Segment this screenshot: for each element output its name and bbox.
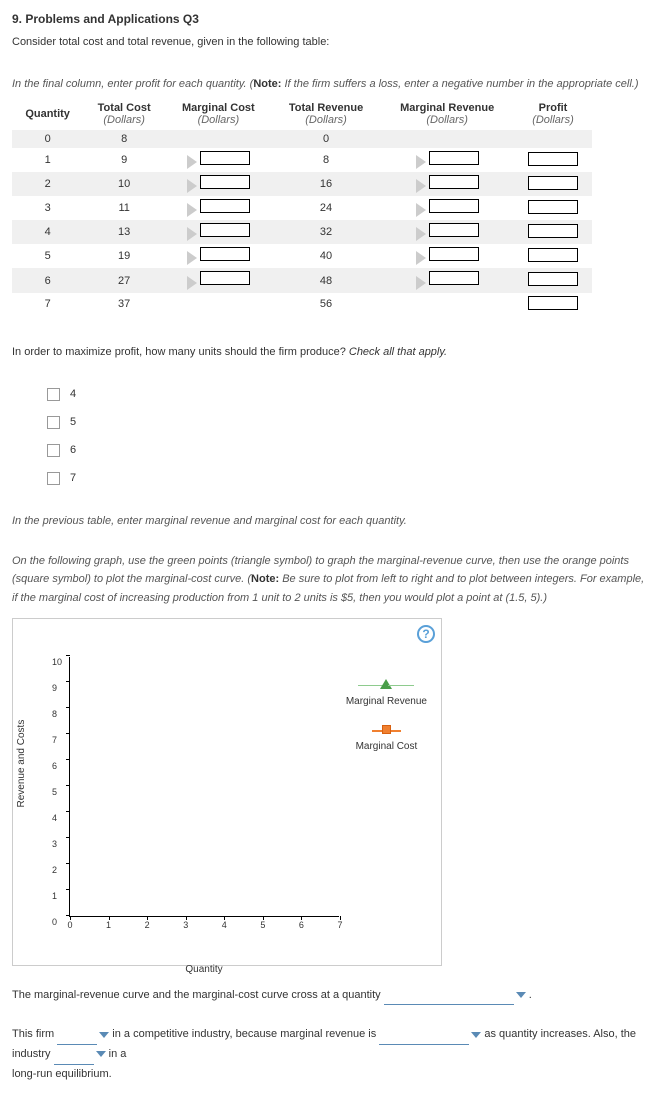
wedge-icon: [416, 251, 426, 265]
mc-input[interactable]: [200, 271, 250, 285]
th-tr: Total Revenue(Dollars): [272, 98, 381, 130]
dropdown-firm[interactable]: [57, 1033, 97, 1045]
legend-mc[interactable]: Marginal Cost: [346, 725, 427, 752]
wedge-icon: [187, 251, 197, 265]
checkbox-list: 4 5 6 7: [47, 388, 652, 485]
th-mc: Marginal Cost(Dollars): [165, 98, 272, 130]
profit-input[interactable]: [528, 176, 578, 190]
y-tick: 2: [52, 865, 57, 875]
y-tick: 4: [52, 813, 57, 823]
fill-blank-1: The marginal-revenue curve and the margi…: [12, 986, 652, 1006]
th-mr: Marginal Revenue(Dollars): [380, 98, 514, 130]
wedge-icon: [416, 155, 426, 169]
profit-input[interactable]: [528, 200, 578, 214]
checkbox-label: 7: [70, 472, 76, 484]
dropdown-industry[interactable]: [54, 1053, 94, 1065]
y-tick: 1: [52, 891, 57, 901]
y-tick: 6: [52, 761, 57, 771]
table-row: 413 32: [12, 220, 592, 244]
profit-input[interactable]: [528, 248, 578, 262]
prompt-text: Consider total cost and total revenue, g…: [12, 36, 652, 48]
y-tick: 5: [52, 787, 57, 797]
y-tick: 10: [52, 657, 62, 667]
wedge-icon: [416, 203, 426, 217]
chevron-down-icon[interactable]: [471, 1032, 481, 1038]
question-maximize: In order to maximize profit, how many un…: [12, 346, 652, 358]
th-tc: Total Cost(Dollars): [83, 98, 165, 130]
profit-input[interactable]: [528, 272, 578, 286]
data-table: Quantity Total Cost(Dollars) Marginal Co…: [12, 98, 592, 316]
x-tick: 4: [222, 920, 227, 930]
page-title: 9. Problems and Applications Q3: [12, 12, 652, 26]
legend-mr[interactable]: Marginal Revenue: [346, 679, 427, 707]
legend: Marginal Revenue Marginal Cost: [346, 679, 427, 770]
graph-container: ? Revenue and Costs 01234567891001234567…: [12, 618, 442, 966]
mr-input[interactable]: [429, 199, 479, 213]
checkbox[interactable]: [47, 416, 60, 429]
mc-input[interactable]: [200, 199, 250, 213]
chart[interactable]: Revenue and Costs 01234567891001234567 Q…: [49, 657, 359, 947]
x-tick: 0: [67, 920, 72, 930]
help-icon[interactable]: ?: [417, 625, 435, 643]
mr-input[interactable]: [429, 151, 479, 165]
profit-input[interactable]: [528, 296, 578, 310]
mc-input[interactable]: [200, 247, 250, 261]
chevron-down-icon[interactable]: [516, 992, 526, 998]
wedge-icon: [416, 276, 426, 290]
table-row: 19 8: [12, 148, 592, 172]
mr-input[interactable]: [429, 271, 479, 285]
instruction-profit: In the final column, enter profit for ea…: [12, 78, 652, 90]
wedge-icon: [416, 227, 426, 241]
profit-input[interactable]: [528, 152, 578, 166]
mr-input[interactable]: [429, 223, 479, 237]
profit-input[interactable]: [528, 224, 578, 238]
x-tick: 6: [299, 920, 304, 930]
checkbox[interactable]: [47, 444, 60, 457]
x-tick: 3: [183, 920, 188, 930]
wedge-icon: [416, 179, 426, 193]
mc-input[interactable]: [200, 223, 250, 237]
checkbox-label: 6: [70, 444, 76, 456]
instruction-marginal: In the previous table, enter marginal re…: [12, 515, 652, 527]
x-axis-label: Quantity: [185, 964, 222, 975]
checkbox-label: 5: [70, 416, 76, 428]
y-tick: 7: [52, 735, 57, 745]
table-row: 080: [12, 130, 592, 148]
chevron-down-icon[interactable]: [96, 1051, 106, 1057]
table-row: 210 16: [12, 172, 592, 196]
wedge-icon: [187, 155, 197, 169]
plot-area[interactable]: 01234567891001234567: [69, 657, 339, 917]
wedge-icon: [187, 276, 197, 290]
y-tick: 3: [52, 839, 57, 849]
th-qty: Quantity: [12, 98, 83, 130]
chevron-down-icon[interactable]: [99, 1032, 109, 1038]
checkbox[interactable]: [47, 388, 60, 401]
instruction-graph: On the following graph, use the green po…: [12, 552, 652, 608]
wedge-icon: [187, 203, 197, 217]
mr-input[interactable]: [429, 247, 479, 261]
mc-input[interactable]: [200, 175, 250, 189]
y-tick: 8: [52, 709, 57, 719]
checkbox-label: 4: [70, 388, 76, 400]
y-tick: 0: [52, 917, 57, 927]
x-tick: 5: [260, 920, 265, 930]
mr-input[interactable]: [429, 175, 479, 189]
x-tick: 7: [337, 920, 342, 930]
x-tick: 1: [106, 920, 111, 930]
table-row: 519 40: [12, 244, 592, 268]
th-pr: Profit(Dollars): [514, 98, 592, 130]
table-row: 73756: [12, 293, 592, 316]
table-row: 627 48: [12, 268, 592, 292]
x-tick: 2: [145, 920, 150, 930]
checkbox[interactable]: [47, 472, 60, 485]
dropdown-mr[interactable]: [379, 1033, 469, 1045]
y-axis-label: Revenue and Costs: [16, 719, 27, 807]
wedge-icon: [187, 179, 197, 193]
table-row: 311 24: [12, 196, 592, 220]
dropdown-quantity[interactable]: [384, 993, 514, 1005]
y-tick: 9: [52, 683, 57, 693]
fill-blank-2: This firm in a competitive industry, bec…: [12, 1025, 652, 1084]
wedge-icon: [187, 227, 197, 241]
mc-input[interactable]: [200, 151, 250, 165]
